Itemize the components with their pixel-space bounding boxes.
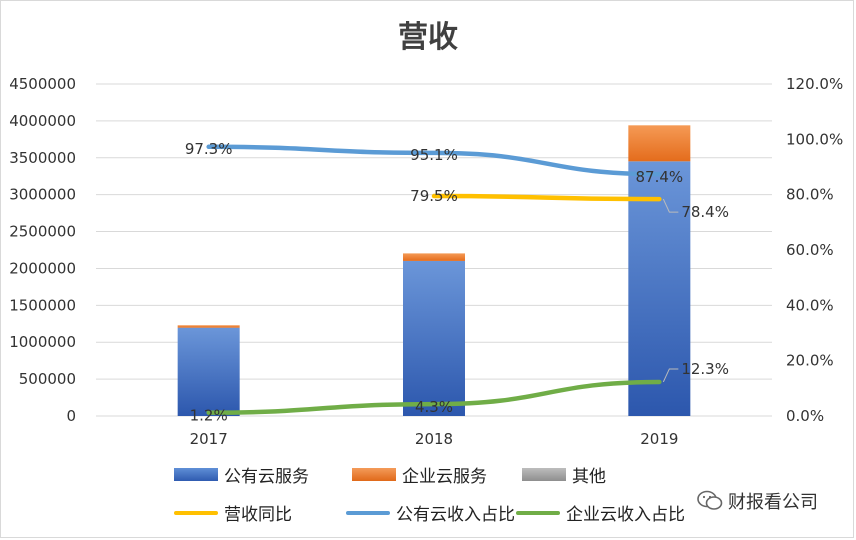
legend-label-revenue-yoy: 营收同比 [224, 505, 292, 525]
line-revenue-yoy [431, 193, 662, 202]
data-label: 97.3% [185, 140, 233, 158]
wechat-icon [697, 490, 723, 510]
x-tick-label: 2018 [415, 430, 453, 448]
bar-public-cloud [403, 260, 465, 416]
data-label: 12.3% [681, 360, 729, 378]
data-label: 1.2% [190, 407, 228, 425]
watermark: 财报看公司 [696, 488, 818, 514]
y-right-tick-label: 20.0% [786, 352, 834, 370]
y-right-tick-label: 100.0% [786, 130, 843, 148]
y-left-tick-label: 2000000 [9, 259, 76, 277]
y-left-tick-label: 1500000 [9, 296, 76, 314]
legend-item-other[interactable]: 其他 [522, 462, 606, 487]
legend-item-public-share[interactable]: 公有云收入占比 [346, 500, 515, 525]
bar-enterprise-cloud [403, 253, 465, 261]
legend-label-public-share: 公有云收入占比 [396, 505, 515, 525]
y-left-tick-label: 3500000 [9, 149, 76, 167]
data-label: 4.3% [415, 398, 453, 416]
y-left-tick-label: 2500000 [9, 223, 76, 241]
bar-enterprise-cloud [177, 325, 240, 328]
bar-enterprise-cloud [628, 125, 691, 162]
x-tick-label: 2019 [640, 430, 678, 448]
x-tick-label: 2017 [190, 430, 228, 448]
y-left-tick-label: 500000 [19, 370, 76, 388]
y-left-tick-label: 1000000 [9, 333, 76, 351]
legend-label-public-cloud: 公有云服务 [224, 467, 309, 487]
y-left-tick-label: 0 [66, 407, 76, 425]
y-right-tick-label: 120.0% [786, 75, 843, 93]
legend-item-public-cloud[interactable]: 公有云服务 [174, 462, 309, 487]
data-label: 79.5% [410, 187, 458, 205]
legend-label-enterprise-share: 企业云收入占比 [566, 505, 685, 525]
legend-item-enterprise-cloud[interactable]: 企业云服务 [352, 462, 487, 487]
data-label-leader [662, 198, 679, 213]
bar-public-cloud [628, 161, 691, 416]
line-public-share [206, 144, 662, 177]
chart-title: 营收 [398, 20, 458, 55]
bar-public-cloud [177, 327, 240, 416]
legend-swatch-public-share [346, 510, 390, 515]
legend-swatch-enterprise-cloud [352, 468, 396, 481]
data-label: 78.4% [681, 203, 729, 221]
legend-swatch-other [522, 468, 566, 481]
legend-label-other: 其他 [572, 467, 606, 487]
y-right-tick-label: 0.0% [786, 407, 824, 425]
data-label: 95.1% [410, 146, 458, 164]
y-right-tick-label: 80.0% [786, 186, 834, 204]
legend-swatch-revenue-yoy [174, 510, 218, 515]
y-left-tick-label: 4000000 [9, 112, 76, 130]
y-left-tick-label: 4500000 [9, 75, 76, 93]
y-right-tick-label: 60.0% [786, 241, 834, 259]
legend-swatch-public-cloud [174, 468, 218, 481]
line-enterprise-share [206, 379, 662, 415]
legend-item-enterprise-share[interactable]: 企业云收入占比 [516, 500, 685, 525]
data-label: 87.4% [636, 168, 684, 186]
y-left-tick-label: 3000000 [9, 186, 76, 204]
legend-swatch-enterprise-share [516, 510, 560, 515]
legend-item-revenue-yoy[interactable]: 营收同比 [174, 500, 292, 525]
data-label-leader [662, 368, 679, 383]
y-right-tick-label: 40.0% [786, 296, 834, 314]
legend-label-enterprise-cloud: 企业云服务 [402, 467, 487, 487]
watermark-text: 财报看公司 [728, 492, 818, 513]
